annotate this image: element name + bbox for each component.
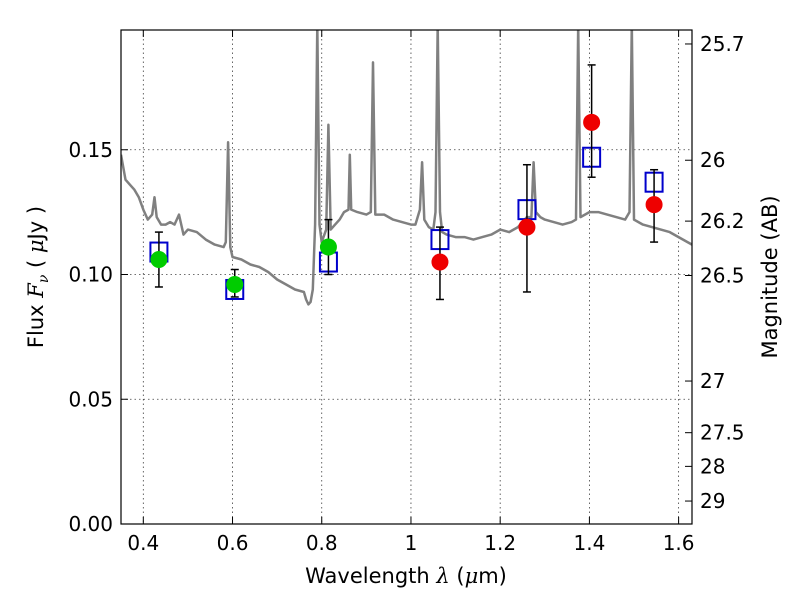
y2-tick-label: 27.5 bbox=[700, 421, 745, 445]
x-tick-label: 1.6 bbox=[663, 531, 695, 555]
marker-layer bbox=[149, 64, 664, 301]
x-tick-label: 1 bbox=[405, 531, 418, 555]
x-axis-title: Wavelength λ (μm) bbox=[305, 564, 507, 588]
observed-point bbox=[226, 275, 244, 293]
y-axis-title: Flux Fν ( μJy ) bbox=[24, 206, 52, 348]
y2-tick-label: 25.7 bbox=[700, 32, 745, 56]
x-tick-label: 1.2 bbox=[484, 531, 516, 555]
x-tick-label: 1.4 bbox=[573, 531, 605, 555]
y-tick-label: 0.10 bbox=[68, 263, 113, 287]
data-layer bbox=[121, 30, 692, 306]
observed-point bbox=[150, 251, 168, 269]
observed-point bbox=[645, 196, 663, 214]
y2-axis-title: Magnitude (AB) bbox=[758, 195, 782, 358]
observed-point bbox=[431, 253, 449, 271]
y-tick-label: 0.15 bbox=[68, 138, 113, 162]
y-tick-label: 0.05 bbox=[68, 387, 113, 411]
y2-tick-label: 28 bbox=[700, 454, 725, 478]
axis-layer: 0.4 0.6 0.8 1 1.2 1.4 1.6 0.00 0.05 0.10 0.15 25.7 2… bbox=[68, 30, 745, 555]
x-tick-label: 0.8 bbox=[306, 531, 338, 555]
y-tick-label: 0.00 bbox=[68, 512, 113, 536]
observed-point bbox=[518, 218, 536, 236]
observed-point bbox=[583, 113, 601, 131]
y2-tick-label: 26.2 bbox=[700, 209, 745, 233]
y2-tick-label: 26 bbox=[700, 148, 725, 172]
y2-tick-label: 26.5 bbox=[700, 264, 745, 288]
x-tick-label: 0.6 bbox=[217, 531, 249, 555]
y2-tick-label: 29 bbox=[700, 489, 725, 513]
plot-frame bbox=[120, 29, 693, 525]
y2-tick-label: 27 bbox=[700, 369, 725, 393]
spectrum-line bbox=[121, 30, 692, 306]
x-tick-label: 0.4 bbox=[127, 531, 159, 555]
grid-layer bbox=[121, 30, 692, 525]
observed-point bbox=[319, 238, 337, 256]
